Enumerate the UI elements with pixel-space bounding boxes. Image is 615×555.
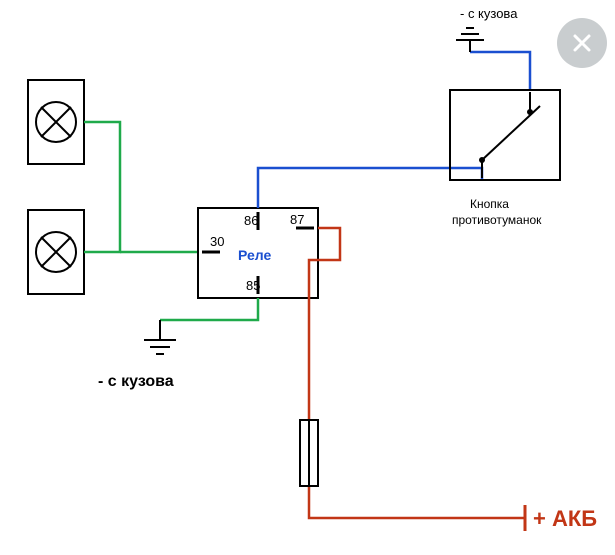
wire-red-relay-to-battery <box>309 228 525 518</box>
ground-top-label: - с кузова <box>460 6 518 21</box>
pin-86-label: 86 <box>244 213 258 228</box>
wire-blue-switch-to-ground <box>470 52 530 90</box>
relay: 30 86 87 85 Реле <box>198 208 318 298</box>
lamp-1 <box>28 80 84 164</box>
ground-symbol-top <box>456 28 484 52</box>
lamp-2 <box>28 210 84 294</box>
relay-label: Реле <box>238 247 271 263</box>
schematic-svg: 30 86 87 85 Реле - с кузова - с кузова <box>0 0 615 555</box>
close-button[interactable] <box>557 18 607 68</box>
wire-blue-relay-to-switch <box>258 168 482 208</box>
close-icon <box>570 31 594 55</box>
pin-30-label: 30 <box>210 234 224 249</box>
fuse <box>300 420 318 486</box>
wire-green-lamps-to-relay <box>84 122 198 252</box>
battery-label: + АКБ <box>533 506 597 531</box>
switch <box>450 90 560 180</box>
switch-label-1: Кнопка <box>470 197 509 211</box>
pin-87-label: 87 <box>290 212 304 227</box>
pin-85-label: 85 <box>246 278 260 293</box>
diagram-container: 30 86 87 85 Реле - с кузова - с кузова <box>0 0 615 555</box>
switch-label-2: противотуманок <box>452 213 542 227</box>
wire-green-relay-to-ground <box>160 298 258 320</box>
ground-symbol-left <box>144 320 176 354</box>
ground-left-label: - с кузова <box>98 373 174 390</box>
